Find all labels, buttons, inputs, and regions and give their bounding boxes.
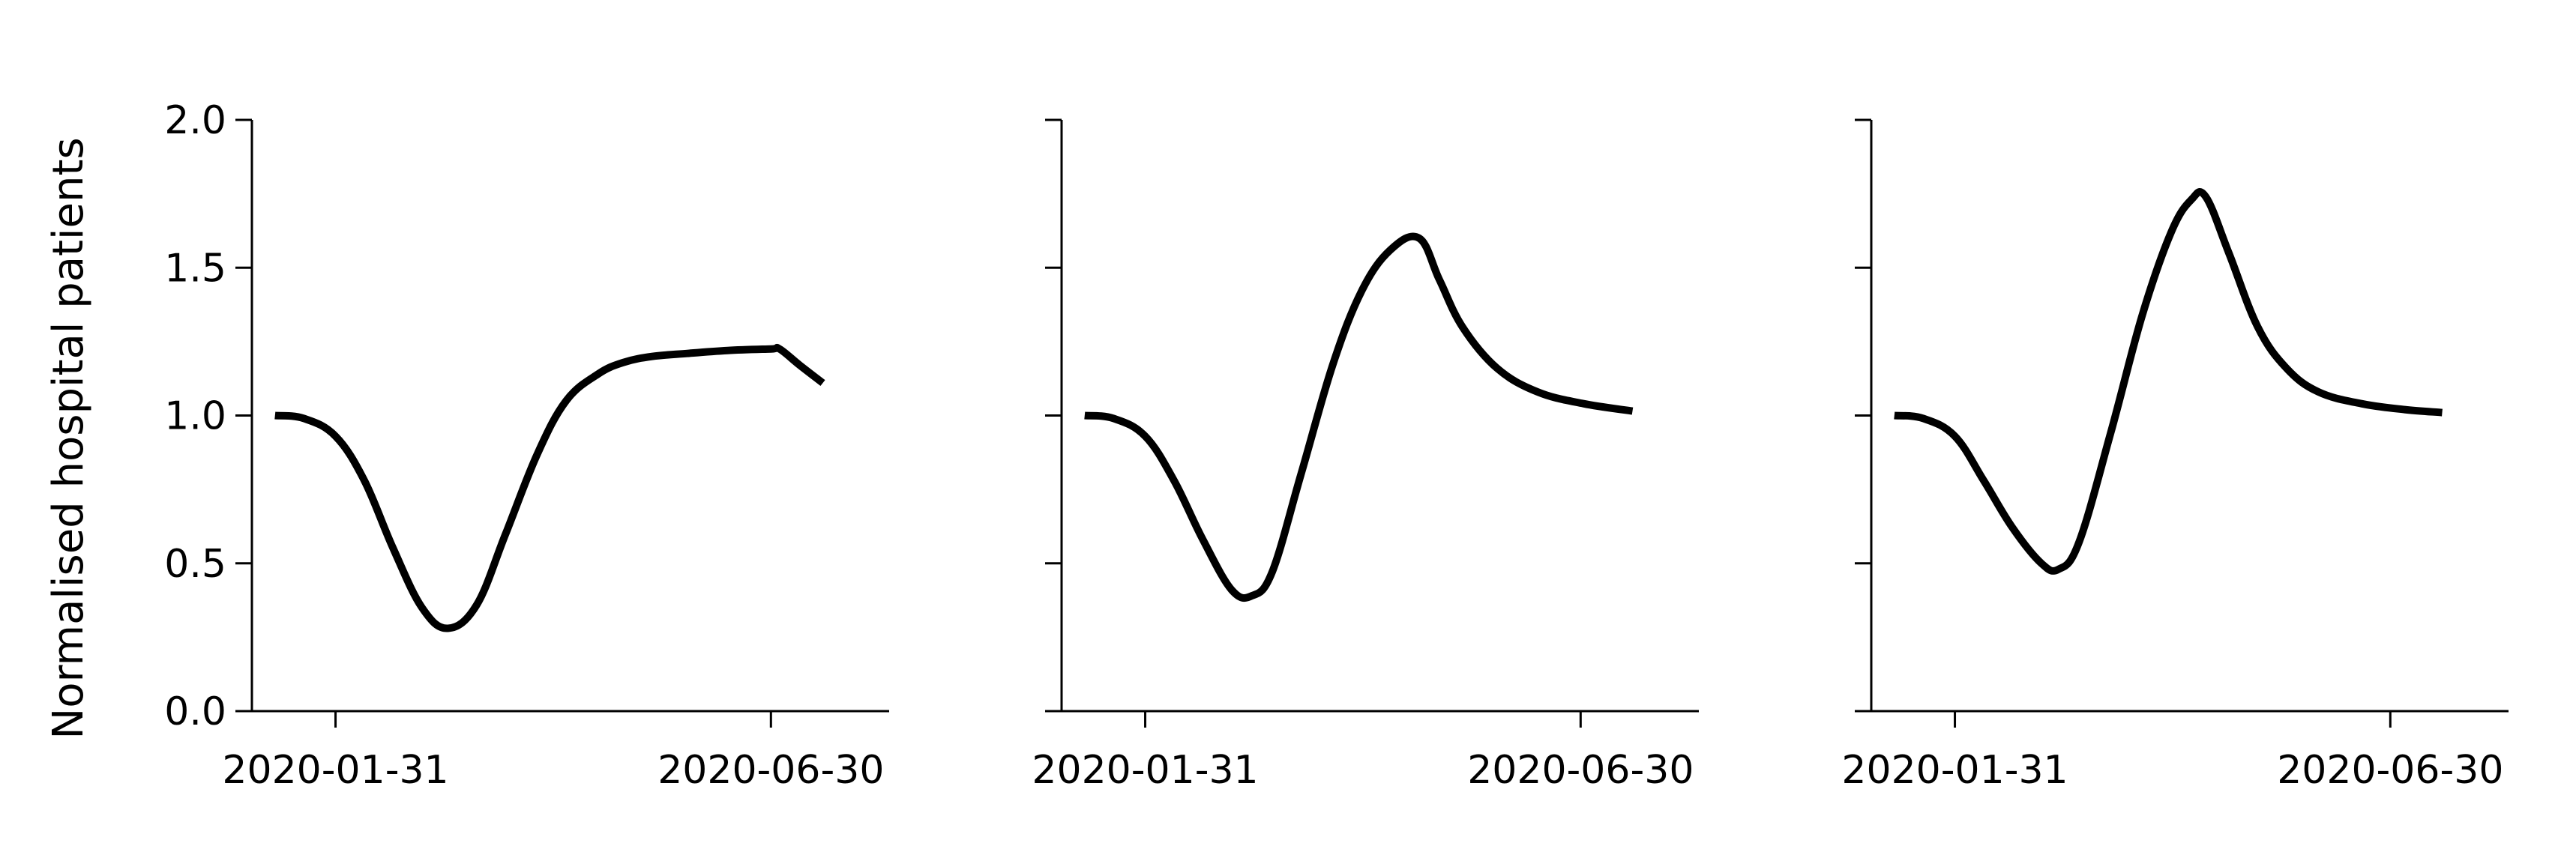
panel-2: 2020-01-31 2020-06-30: [1032, 118, 1699, 793]
y-tick-label: 1.5: [164, 246, 226, 291]
series-line: [274, 343, 825, 632]
x-tick-label: 2020-06-30: [2277, 748, 2503, 793]
x-tick-label: 2020-01-31: [1032, 748, 1258, 793]
y-tick-label: 1.0: [164, 394, 226, 439]
x-tick-label: 2020-06-30: [657, 748, 884, 793]
y-tick-label: 2.0: [164, 98, 226, 143]
x-tick-label: 2020-01-31: [1841, 748, 2068, 793]
panel-3: 2020-01-31 2020-06-30: [1841, 118, 2509, 793]
y-tick-label: 0.0: [164, 689, 226, 734]
series-line: [1084, 232, 1634, 602]
x-tick-label: 2020-01-31: [222, 748, 448, 793]
y-axis-label: Normalised hospital patients: [44, 137, 93, 739]
series-line: [1894, 188, 2443, 575]
x-tick-label: 2020-06-30: [1467, 748, 1694, 793]
panel-1: 0.0 0.5 1.0 1.5 2.0 2020-01-31 2020-06-30: [164, 98, 889, 793]
y-tick-label: 0.5: [164, 542, 226, 587]
